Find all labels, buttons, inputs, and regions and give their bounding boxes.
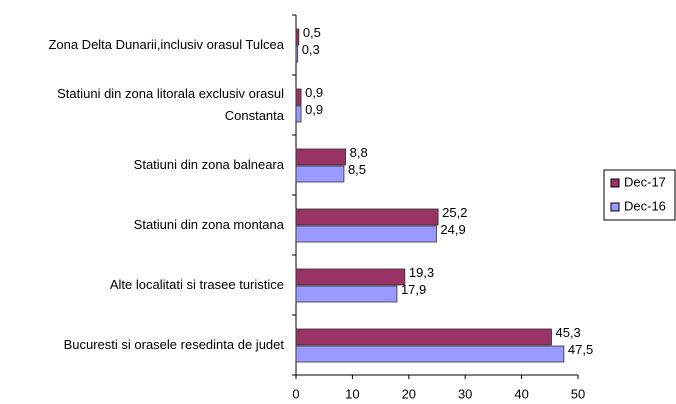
category-label: Alte localitati si trasee turistice bbox=[109, 277, 284, 292]
bar bbox=[295, 225, 437, 243]
value-label: 25,2 bbox=[442, 205, 467, 220]
bar bbox=[295, 328, 552, 346]
legend-swatch bbox=[610, 178, 620, 188]
bar bbox=[295, 105, 302, 123]
category-label: Statiuni din zona balneara bbox=[133, 157, 284, 172]
category-label: Zona Delta Dunarii,inclusiv orasul Tulce… bbox=[48, 37, 284, 52]
x-tick-label: 20 bbox=[402, 386, 416, 401]
bar bbox=[295, 45, 299, 63]
bar bbox=[295, 165, 345, 183]
value-label: 8,8 bbox=[350, 145, 368, 160]
bar bbox=[295, 208, 439, 226]
bar bbox=[295, 285, 398, 303]
value-label: 0,3 bbox=[302, 42, 320, 57]
legend-label: Dec-16 bbox=[624, 198, 666, 213]
category-label: Statiuni din zona litorala exclusiv oras… bbox=[57, 86, 284, 123]
x-tick-label: 30 bbox=[458, 386, 472, 401]
value-label: 0,9 bbox=[305, 85, 323, 100]
bar bbox=[295, 268, 406, 286]
x-tick-label: 0 bbox=[292, 386, 299, 401]
value-label: 47,5 bbox=[568, 342, 593, 357]
value-label: 8,5 bbox=[348, 162, 366, 177]
value-label: 17,9 bbox=[401, 282, 426, 297]
value-label: 24,9 bbox=[440, 222, 465, 237]
value-label: 45,3 bbox=[555, 325, 580, 340]
bar bbox=[295, 88, 302, 106]
bar bbox=[295, 148, 347, 166]
value-label: 0,9 bbox=[305, 102, 323, 117]
legend-box bbox=[603, 169, 676, 221]
value-label: 0,5 bbox=[303, 25, 321, 40]
legend-label: Dec-17 bbox=[624, 174, 666, 189]
value-label: 19,3 bbox=[409, 265, 434, 280]
category-label: Statiuni din zona montana bbox=[133, 217, 284, 232]
bar bbox=[295, 345, 565, 363]
x-tick-label: 50 bbox=[571, 386, 585, 401]
x-tick-label: 10 bbox=[345, 386, 359, 401]
category-label: Bucuresti si orasele resedinta de judet bbox=[63, 337, 284, 352]
x-tick-label: 40 bbox=[514, 386, 528, 401]
bar bbox=[295, 28, 300, 46]
legend-swatch bbox=[610, 202, 620, 212]
